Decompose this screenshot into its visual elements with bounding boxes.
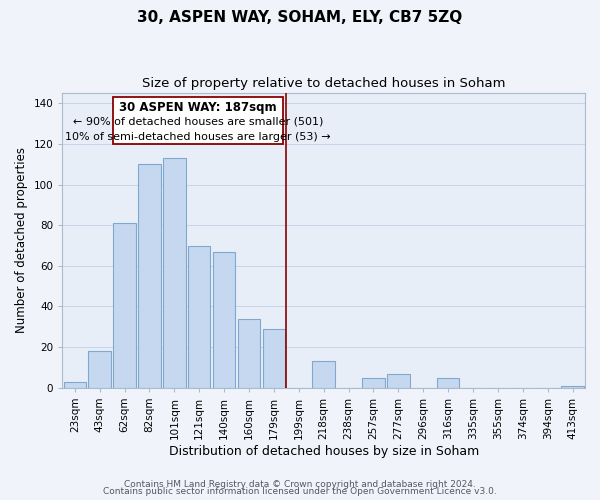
Bar	[238, 318, 260, 388]
Text: 30, ASPEN WAY, SOHAM, ELY, CB7 5ZQ: 30, ASPEN WAY, SOHAM, ELY, CB7 5ZQ	[137, 10, 463, 25]
Bar	[113, 223, 136, 388]
Bar	[64, 382, 86, 388]
Text: 10% of semi-detached houses are larger (53) →: 10% of semi-detached houses are larger (…	[65, 132, 331, 141]
Bar	[263, 329, 285, 388]
Y-axis label: Number of detached properties: Number of detached properties	[15, 148, 28, 334]
FancyBboxPatch shape	[113, 97, 283, 144]
Bar	[138, 164, 161, 388]
Bar	[387, 374, 410, 388]
Bar	[562, 386, 584, 388]
Bar	[437, 378, 460, 388]
Bar	[313, 362, 335, 388]
Bar	[362, 378, 385, 388]
Text: 30 ASPEN WAY: 187sqm: 30 ASPEN WAY: 187sqm	[119, 101, 277, 114]
X-axis label: Distribution of detached houses by size in Soham: Distribution of detached houses by size …	[169, 444, 479, 458]
Title: Size of property relative to detached houses in Soham: Size of property relative to detached ho…	[142, 78, 505, 90]
Text: Contains public sector information licensed under the Open Government Licence v3: Contains public sector information licen…	[103, 487, 497, 496]
Bar	[213, 252, 235, 388]
Bar	[163, 158, 185, 388]
Text: ← 90% of detached houses are smaller (501): ← 90% of detached houses are smaller (50…	[73, 116, 323, 126]
Text: Contains HM Land Registry data © Crown copyright and database right 2024.: Contains HM Land Registry data © Crown c…	[124, 480, 476, 489]
Bar	[88, 351, 111, 388]
Bar	[188, 246, 211, 388]
